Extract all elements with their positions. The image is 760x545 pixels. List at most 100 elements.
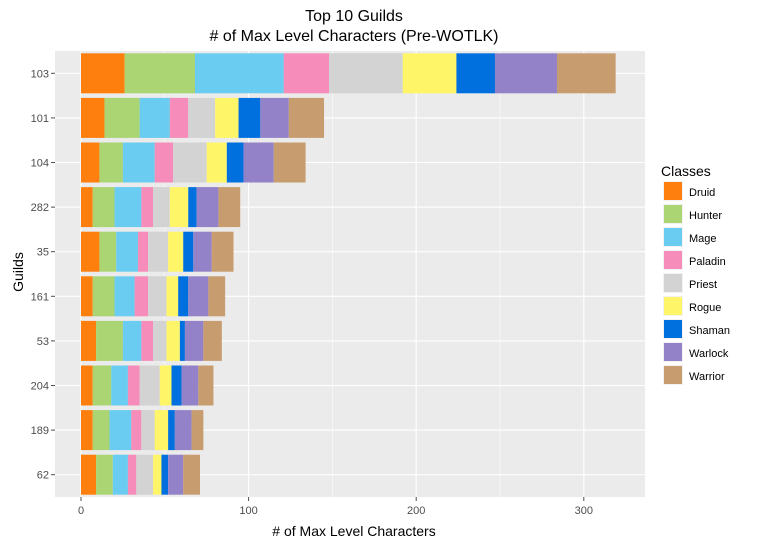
bar-segment-paladin-282 [141,187,154,228]
bar-segment-paladin-161 [134,276,149,317]
bar-segment-priest-53 [153,320,167,361]
legend-label-mage: Mage [689,233,717,245]
bar-segment-priest-104 [173,142,207,183]
bar-segment-priest-189 [141,410,155,451]
bar-segment-paladin-101 [169,97,189,138]
legend-swatch-hunter [664,205,682,223]
bar-segment-hunter-35 [99,231,117,272]
y-axis-ticks: 103 101 104 282 35 161 53 204 189 62 [31,68,55,482]
bar-segment-warrior-35 [211,231,234,272]
legend: Druid Hunter Mage Paladin Priest Rogue Shaman W… [663,181,730,385]
bar-segment-druid-189 [81,410,93,451]
bar-segment-warrior-62 [183,454,200,495]
bar-segment-hunter-103 [124,53,195,94]
y-tick-label: 161 [31,291,49,303]
bar-segment-paladin-53 [141,320,154,361]
x-tick-label: 200 [407,505,425,517]
bar-segment-paladin-35 [137,231,149,272]
bar-segment-priest-101 [188,97,216,138]
legend-label-paladin: Paladin [689,256,726,268]
bar-segment-hunter-204 [92,365,112,406]
bar-segment-rogue-204 [159,365,172,406]
bar-segment-warrior-189 [191,410,204,451]
bar-segment-hunter-53 [96,320,123,361]
bar-segment-rogue-53 [166,320,180,361]
y-tick-label: 189 [31,425,49,437]
bar-segment-shaman-101 [238,97,261,138]
y-tick-label: 101 [31,113,49,125]
y-axis-label: Guilds [10,252,26,292]
bar-segment-druid-62 [81,454,97,495]
bar-segment-warrior-103 [556,53,616,94]
bar-segment-mage-104 [122,142,155,183]
bars [81,53,616,495]
bar-segment-shaman-103 [456,53,495,94]
y-tick-label: 104 [31,158,49,170]
legend-swatch-warrior [664,366,682,384]
bar-segment-druid-35 [81,231,100,272]
chart-subtitle: # of Max Level Characters (Pre-WOTLK) [210,28,499,45]
bar-segment-druid-161 [81,276,93,317]
bar-segment-rogue-101 [215,97,239,138]
bar-segment-rogue-103 [402,53,457,94]
bar-segment-warlock-62 [168,454,184,495]
bar-segment-shaman-35 [183,231,194,272]
bar-segment-druid-282 [81,187,93,228]
bar-segment-warlock-53 [184,320,204,361]
bar-segment-druid-103 [81,53,125,94]
bar-segment-warlock-104 [243,142,274,183]
bar-segment-hunter-161 [92,276,115,317]
legend-label-hunter: Hunter [689,210,722,222]
bar-segment-rogue-189 [154,410,169,451]
y-tick-label: 62 [37,470,49,482]
bar-segment-mage-282 [114,187,142,228]
bar-segment-druid-101 [81,97,105,138]
bar-segment-hunter-104 [99,142,123,183]
bar-segment-warrior-161 [208,276,226,317]
bar-segment-rogue-62 [153,454,162,495]
bar-segment-mage-101 [139,97,170,138]
bar-segment-hunter-101 [104,97,140,138]
bar-segment-mage-189 [109,410,132,451]
bar-segment-priest-62 [136,454,154,495]
chart-title: Top 10 Guilds [305,8,403,25]
bar-segment-shaman-204 [171,365,182,406]
legend-swatch-warlock [664,343,682,361]
bar-segment-mage-204 [111,365,128,406]
legend-label-rogue: Rogue [689,302,721,314]
bar-segment-hunter-62 [96,454,113,495]
bar-segment-mage-62 [112,454,128,495]
legend-label-priest: Priest [689,279,717,291]
bar-segment-shaman-189 [168,410,175,451]
bar-segment-warrior-282 [218,187,241,228]
x-axis-ticks: 0 100 200 300 [78,497,593,517]
bar-segment-shaman-104 [226,142,244,183]
bar-segment-mage-161 [114,276,135,317]
legend-label-druid: Druid [689,187,715,199]
legend-title: Classes [661,163,711,179]
bar-segment-druid-53 [81,320,97,361]
legend-swatch-shaman [664,320,682,338]
bar-segment-rogue-161 [166,276,179,317]
bar-segment-druid-104 [81,142,100,183]
x-axis-label: # of Max Level Characters [272,523,435,539]
legend-swatch-priest [664,274,682,292]
bar-segment-warlock-101 [260,97,289,138]
bar-segment-warrior-204 [198,365,214,406]
bar-segment-warrior-101 [288,97,325,138]
bar-segment-hunter-282 [92,187,115,228]
bar-segment-rogue-104 [206,142,227,183]
y-tick-label: 53 [37,336,49,348]
bar-segment-mage-103 [194,53,284,94]
bar-segment-warrior-104 [273,142,306,183]
bar-segment-priest-204 [139,365,160,406]
legend-label-warrior: Warrior [689,371,725,383]
bar-segment-priest-103 [329,53,403,94]
bar-segment-priest-282 [153,187,170,228]
bar-segment-mage-53 [122,320,142,361]
y-tick-label: 35 [37,247,49,259]
legend-swatch-mage [664,228,682,246]
bar-segment-hunter-189 [92,410,110,451]
bar-segment-paladin-103 [283,53,330,94]
